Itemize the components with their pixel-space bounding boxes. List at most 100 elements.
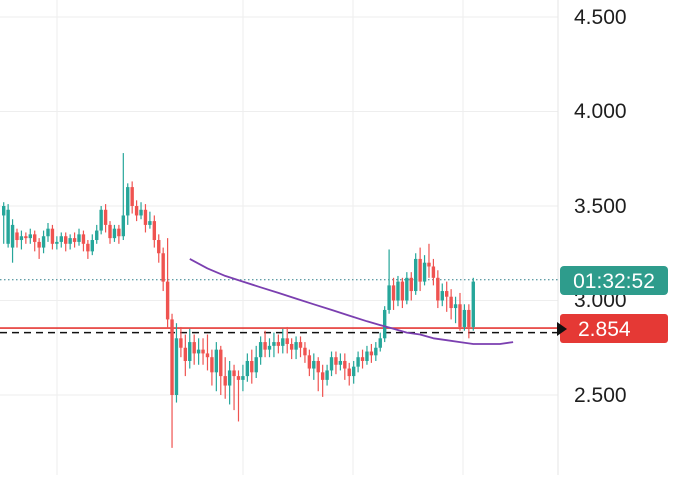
- candle-body: [440, 291, 444, 301]
- candle-body: [41, 236, 46, 248]
- candle-body: [139, 209, 143, 216]
- candle-body: [130, 187, 134, 206]
- candle-body: [103, 209, 108, 225]
- candle-body: [81, 234, 86, 244]
- candle-body: [458, 304, 462, 327]
- candle-body: [391, 285, 396, 301]
- y-tick-label: 4.500: [574, 6, 627, 29]
- candles: [2, 153, 475, 448]
- candle-body: [374, 347, 378, 356]
- candle-body: [205, 353, 210, 358]
- candle-body: [108, 224, 112, 239]
- candle-body: [303, 347, 307, 356]
- candle-body: [405, 277, 409, 301]
- candle-body: [365, 351, 369, 361]
- candle-body: [50, 228, 55, 244]
- candle-body: [192, 342, 196, 354]
- current-price-text: 2.854: [578, 318, 631, 341]
- moving-average: [189, 258, 514, 345]
- candle-body: [15, 232, 19, 241]
- candle-body: [387, 285, 391, 310]
- candle-body: [152, 221, 157, 241]
- candle-body: [24, 236, 28, 239]
- candle-body: [46, 228, 50, 237]
- candle-body: [55, 241, 59, 244]
- candle-body: [64, 236, 68, 244]
- candle-body: [436, 277, 440, 301]
- candle-body: [258, 342, 263, 358]
- candle-body: [117, 228, 121, 237]
- candle-body: [400, 281, 405, 301]
- candle-body: [236, 376, 241, 380]
- candle-body: [6, 209, 10, 244]
- candle-body: [68, 238, 72, 244]
- candle-body: [325, 370, 329, 380]
- candle-body: [356, 357, 360, 367]
- candle-body: [250, 360, 254, 373]
- candle-body: [347, 368, 351, 377]
- candle-body: [320, 372, 325, 380]
- countdown-text: 01:32:52: [573, 270, 655, 293]
- candle-body: [28, 234, 32, 239]
- price-axis: 4.500 4.000 3.500 3.000 2.500: [574, 6, 627, 407]
- candle-body: [241, 376, 245, 380]
- candle-body: [281, 338, 285, 346]
- candle-body: [33, 234, 37, 242]
- candle-body: [143, 209, 148, 225]
- candle-body: [453, 304, 458, 309]
- candle-body: [157, 240, 161, 254]
- candle-body: [409, 277, 413, 292]
- candle-body: [90, 240, 94, 252]
- candle-body: [179, 338, 183, 348]
- candle-body: [161, 253, 165, 282]
- candle-body: [95, 230, 99, 241]
- price-labels: 01:32:52 2.854: [557, 266, 668, 343]
- candle-body: [462, 309, 467, 327]
- candle-body: [227, 370, 232, 386]
- candle-body: [59, 236, 63, 242]
- candle-body: [214, 349, 219, 373]
- candle-body: [165, 281, 170, 320]
- candle-body: [201, 349, 205, 354]
- countdown-badge: [560, 266, 668, 295]
- candle-body: [431, 266, 436, 278]
- candle-body: [2, 206, 6, 216]
- candle-body: [418, 258, 422, 282]
- candle-body: [72, 238, 77, 242]
- y-tick-label: 2.500: [574, 384, 627, 407]
- candle-body: [329, 357, 334, 371]
- candle-body: [449, 296, 453, 309]
- candle-body: [99, 209, 103, 231]
- current-price-badge: [560, 314, 668, 343]
- candle-body: [121, 215, 126, 237]
- candle-body: [378, 338, 382, 348]
- candle-body: [272, 342, 276, 346]
- candle-body: [289, 343, 294, 350]
- candle-body: [471, 281, 475, 327]
- candle-body: [10, 224, 15, 248]
- candle-body: [427, 262, 431, 267]
- candle-body: [413, 258, 418, 292]
- candle-body: [183, 347, 188, 361]
- y-tick-label: 4.000: [574, 100, 627, 123]
- candle-body: [263, 342, 267, 350]
- candle-body: [196, 349, 201, 354]
- candle-body: [188, 342, 192, 361]
- candle-body: [174, 338, 179, 395]
- candle-body: [307, 355, 312, 369]
- candle-body: [223, 376, 227, 386]
- candle-body: [360, 357, 365, 361]
- candle-body: [382, 309, 387, 339]
- candle-body: [245, 360, 250, 377]
- candle-body: [86, 243, 90, 252]
- candle-body: [19, 236, 24, 241]
- candle-body: [267, 345, 272, 350]
- candle-body: [298, 342, 303, 348]
- candle-body: [334, 357, 338, 365]
- candle-body: [134, 206, 139, 216]
- candle-body: [467, 309, 471, 327]
- candle-body: [312, 360, 316, 369]
- ma-line: [189, 258, 514, 345]
